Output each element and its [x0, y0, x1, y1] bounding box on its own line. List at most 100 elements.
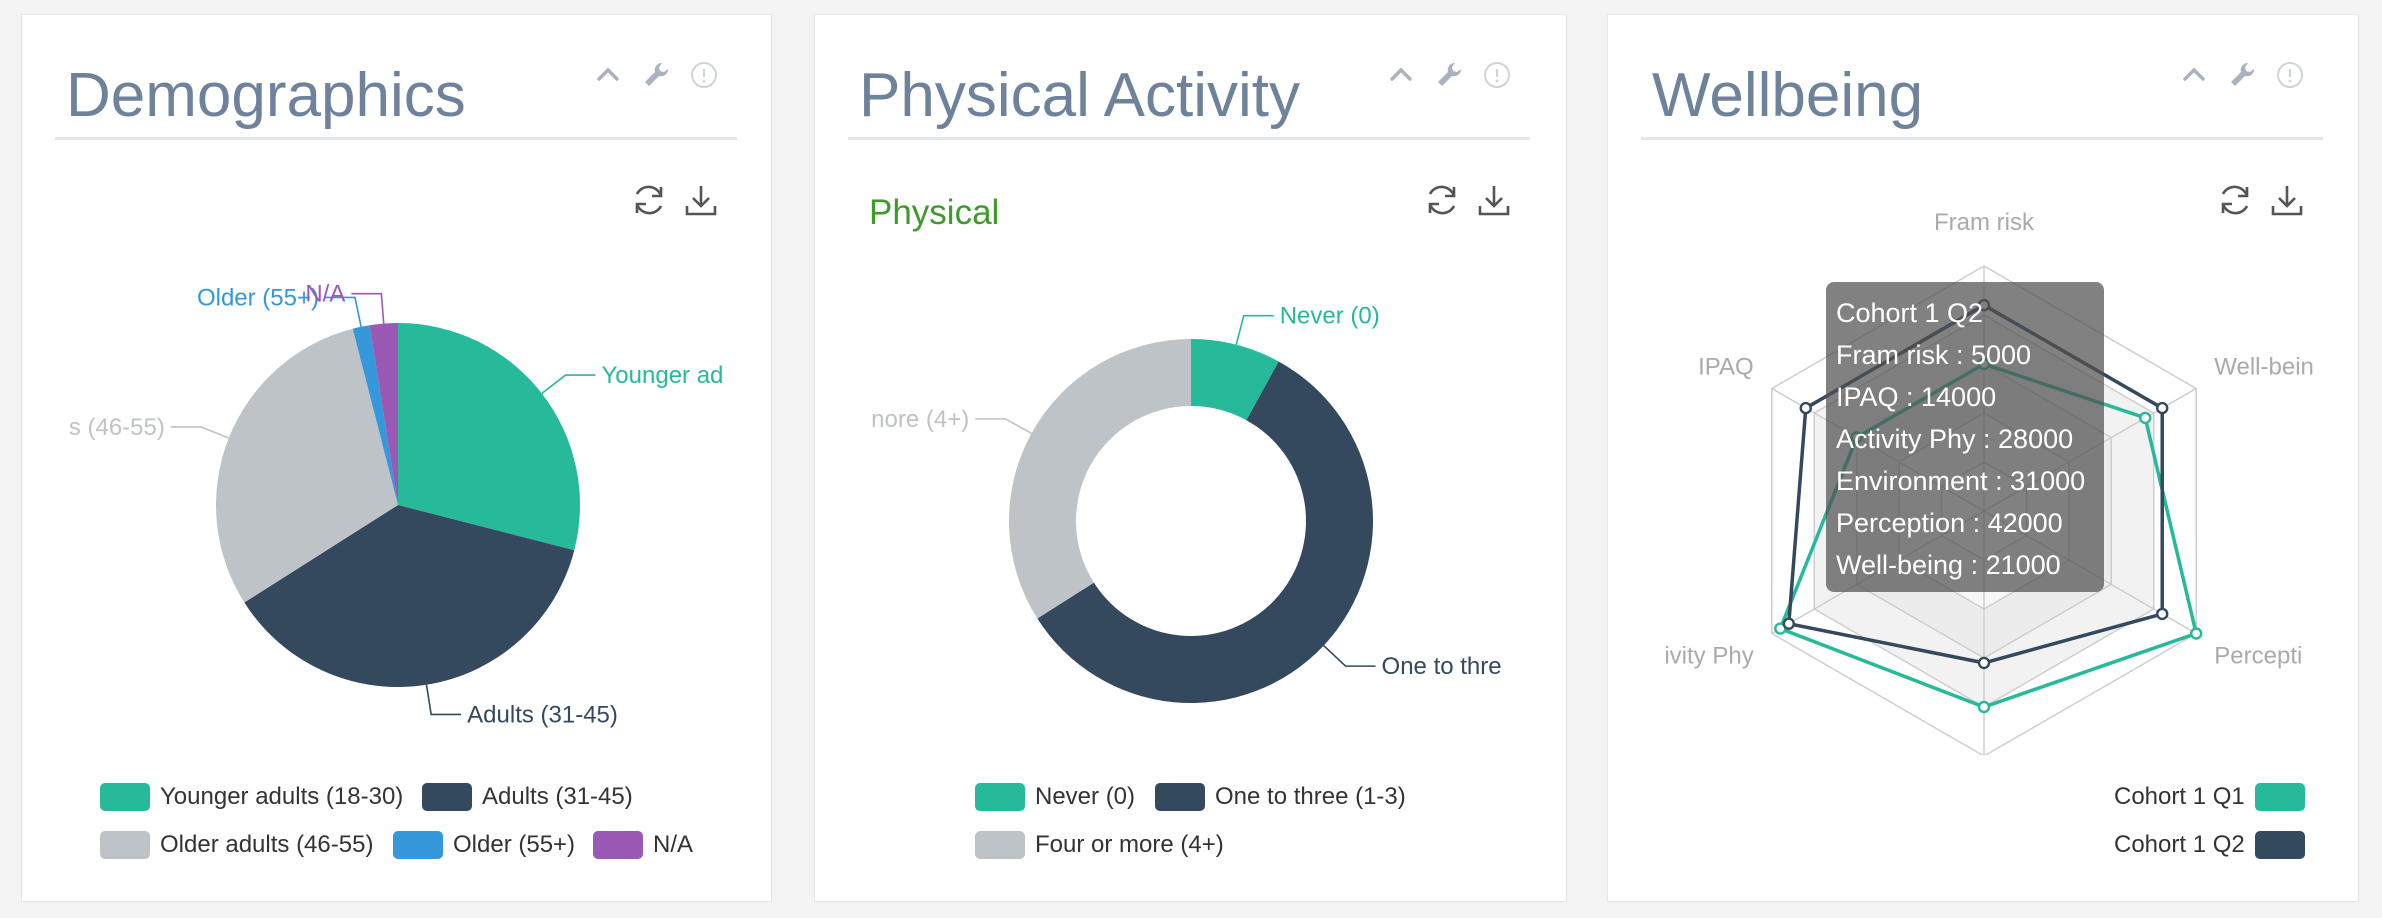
legend-swatch [2254, 831, 2305, 859]
radar-point[interactable] [2156, 607, 2169, 621]
tooltip-line: Perception : 42000 [1836, 508, 2063, 538]
slice-label: One to thre [1382, 653, 1502, 680]
slice-label: Never (0) [1280, 303, 1380, 330]
legend-label: One to three (1-3) [1215, 783, 1406, 810]
legend-label: Younger adults (18-30) [160, 783, 404, 810]
legend-swatch [422, 783, 472, 811]
info-circle-icon[interactable] [1481, 59, 1513, 91]
download-icon[interactable] [682, 181, 720, 219]
panel-title: Physical Activity [859, 61, 1301, 130]
radar-point[interactable] [1977, 700, 1991, 714]
radar-point[interactable] [2189, 627, 2203, 640]
radar-indicator-label: Fram risk [1934, 209, 2035, 236]
slice-label-line [425, 684, 462, 716]
demographics-pie-chart: Younger ad Adults (31-45) s (46-55) Older (… [69, 281, 724, 729]
slice-label: Adults (31-45) [467, 701, 618, 728]
legend-label: N/A [653, 831, 694, 858]
radar-point[interactable] [1977, 656, 1991, 670]
tooltip-line: Activity Phy : 28000 [1836, 424, 2074, 454]
physical-activity-donut-chart: Never (0) One to thre nore (4+) [871, 303, 1502, 704]
radar-indicator-label: Well-bein [2214, 354, 2314, 381]
radar-point[interactable] [2156, 401, 2169, 415]
pie-slice[interactable] [369, 323, 398, 505]
pie-slice[interactable] [352, 325, 398, 505]
legend-swatch [100, 783, 150, 811]
slice-label-line [325, 296, 362, 327]
refresh-icon[interactable] [2216, 181, 2254, 219]
radar-point[interactable] [1782, 617, 1795, 630]
legend-item[interactable]: One to three (1-3) [1155, 783, 1406, 811]
tooltip-line: Fram risk : 5000 [1836, 340, 2032, 370]
legend-label: Older (55+) [453, 831, 576, 858]
pie-slice[interactable] [1009, 339, 1191, 619]
legend-item[interactable]: Older adults (46-55) [100, 831, 373, 859]
radar-point[interactable] [2139, 411, 2152, 425]
demographics-panel: Demographics Younger ad Adults (31-45) s (… [21, 14, 772, 902]
legend-item[interactable]: N/A [593, 831, 693, 859]
title-divider [848, 137, 1530, 140]
panel-title: Demographics [66, 61, 466, 130]
legend-label: Older adults (46-55) [160, 831, 374, 858]
refresh-icon[interactable] [1423, 181, 1461, 219]
radar-indicator-label: IPAQ [1698, 354, 1754, 381]
legend-swatch [975, 783, 1025, 811]
chart-subtitle: Physical [869, 193, 1000, 232]
chevron-up-icon[interactable] [2178, 59, 2210, 91]
pie-slice[interactable] [398, 323, 581, 551]
info-circle-icon[interactable] [2274, 59, 2306, 91]
download-icon[interactable] [2268, 181, 2306, 219]
legend-label: Four or more (4+) [1035, 831, 1224, 858]
slice-label-line [351, 292, 385, 324]
radar-indicator-label: ivity Phy [1664, 643, 1753, 670]
slice-label: Older (55+) [197, 284, 319, 311]
legend-swatch [100, 831, 150, 859]
wrench-icon[interactable] [1433, 59, 1465, 91]
pie-slice[interactable] [216, 328, 398, 603]
radar-point[interactable] [1799, 401, 1812, 415]
legend-swatch [2254, 783, 2305, 811]
chart-tooltip: Cohort 1 Q2 Fram risk : 5000 IPAQ : 1400… [1826, 282, 2104, 592]
radar-indicator-label: Percepti [2214, 643, 2302, 670]
tooltip-line: Well-being : 21000 [1836, 550, 2061, 580]
legend-item[interactable]: Four or more (4+) [975, 831, 1224, 859]
tooltip-title: Cohort 1 Q2 [1836, 298, 1984, 328]
download-icon[interactable] [1475, 181, 1513, 219]
legend-label: Adults (31-45) [482, 783, 633, 810]
slice-label: Younger ad [602, 362, 724, 389]
slice-label: s (46-55) [69, 414, 165, 441]
legend-item[interactable]: Older (55+) [393, 831, 575, 859]
title-divider [1641, 137, 2323, 140]
legend-label: Cohort 1 Q2 [2114, 831, 2245, 858]
title-divider [55, 137, 737, 140]
slice-label-line [170, 426, 230, 439]
tooltip-line: IPAQ : 14000 [1836, 382, 1997, 412]
legend-item[interactable]: Cohort 1 Q2 [2114, 831, 2305, 859]
legend-swatch [593, 831, 643, 859]
pie-slice[interactable] [1037, 361, 1373, 704]
refresh-icon[interactable] [630, 181, 668, 219]
chevron-up-icon[interactable] [592, 59, 624, 91]
wrench-icon[interactable] [2226, 59, 2258, 91]
legend-label: Never (0) [1035, 783, 1136, 810]
legend-item[interactable]: Adults (31-45) [422, 783, 633, 811]
slice-label: nore (4+) [871, 406, 969, 433]
pie-slice[interactable] [244, 505, 575, 688]
legend-label: Cohort 1 Q1 [2114, 783, 2245, 810]
info-circle-icon[interactable] [688, 59, 720, 91]
legend-item[interactable]: Cohort 1 Q1 [2114, 783, 2305, 811]
panel-title: Wellbeing [1652, 61, 1924, 130]
tooltip-line: Environment : 31000 [1836, 466, 2086, 496]
legend-swatch [1155, 783, 1205, 811]
physical-activity-panel: Physical Activity Physical Never (0) One … [814, 14, 1567, 902]
slice-label-line [541, 374, 596, 395]
wrench-icon[interactable] [640, 59, 672, 91]
legend-swatch [393, 831, 443, 859]
legend-swatch [975, 831, 1025, 859]
slice-label: N/A [305, 281, 345, 308]
slice-label-line [1235, 314, 1274, 345]
slice-label-line [975, 418, 1032, 435]
legend-item[interactable]: Never (0) [975, 783, 1135, 811]
legend-item[interactable]: Younger adults (18-30) [100, 783, 403, 811]
chevron-up-icon[interactable] [1385, 59, 1417, 91]
pie-slice[interactable] [1191, 339, 1279, 421]
